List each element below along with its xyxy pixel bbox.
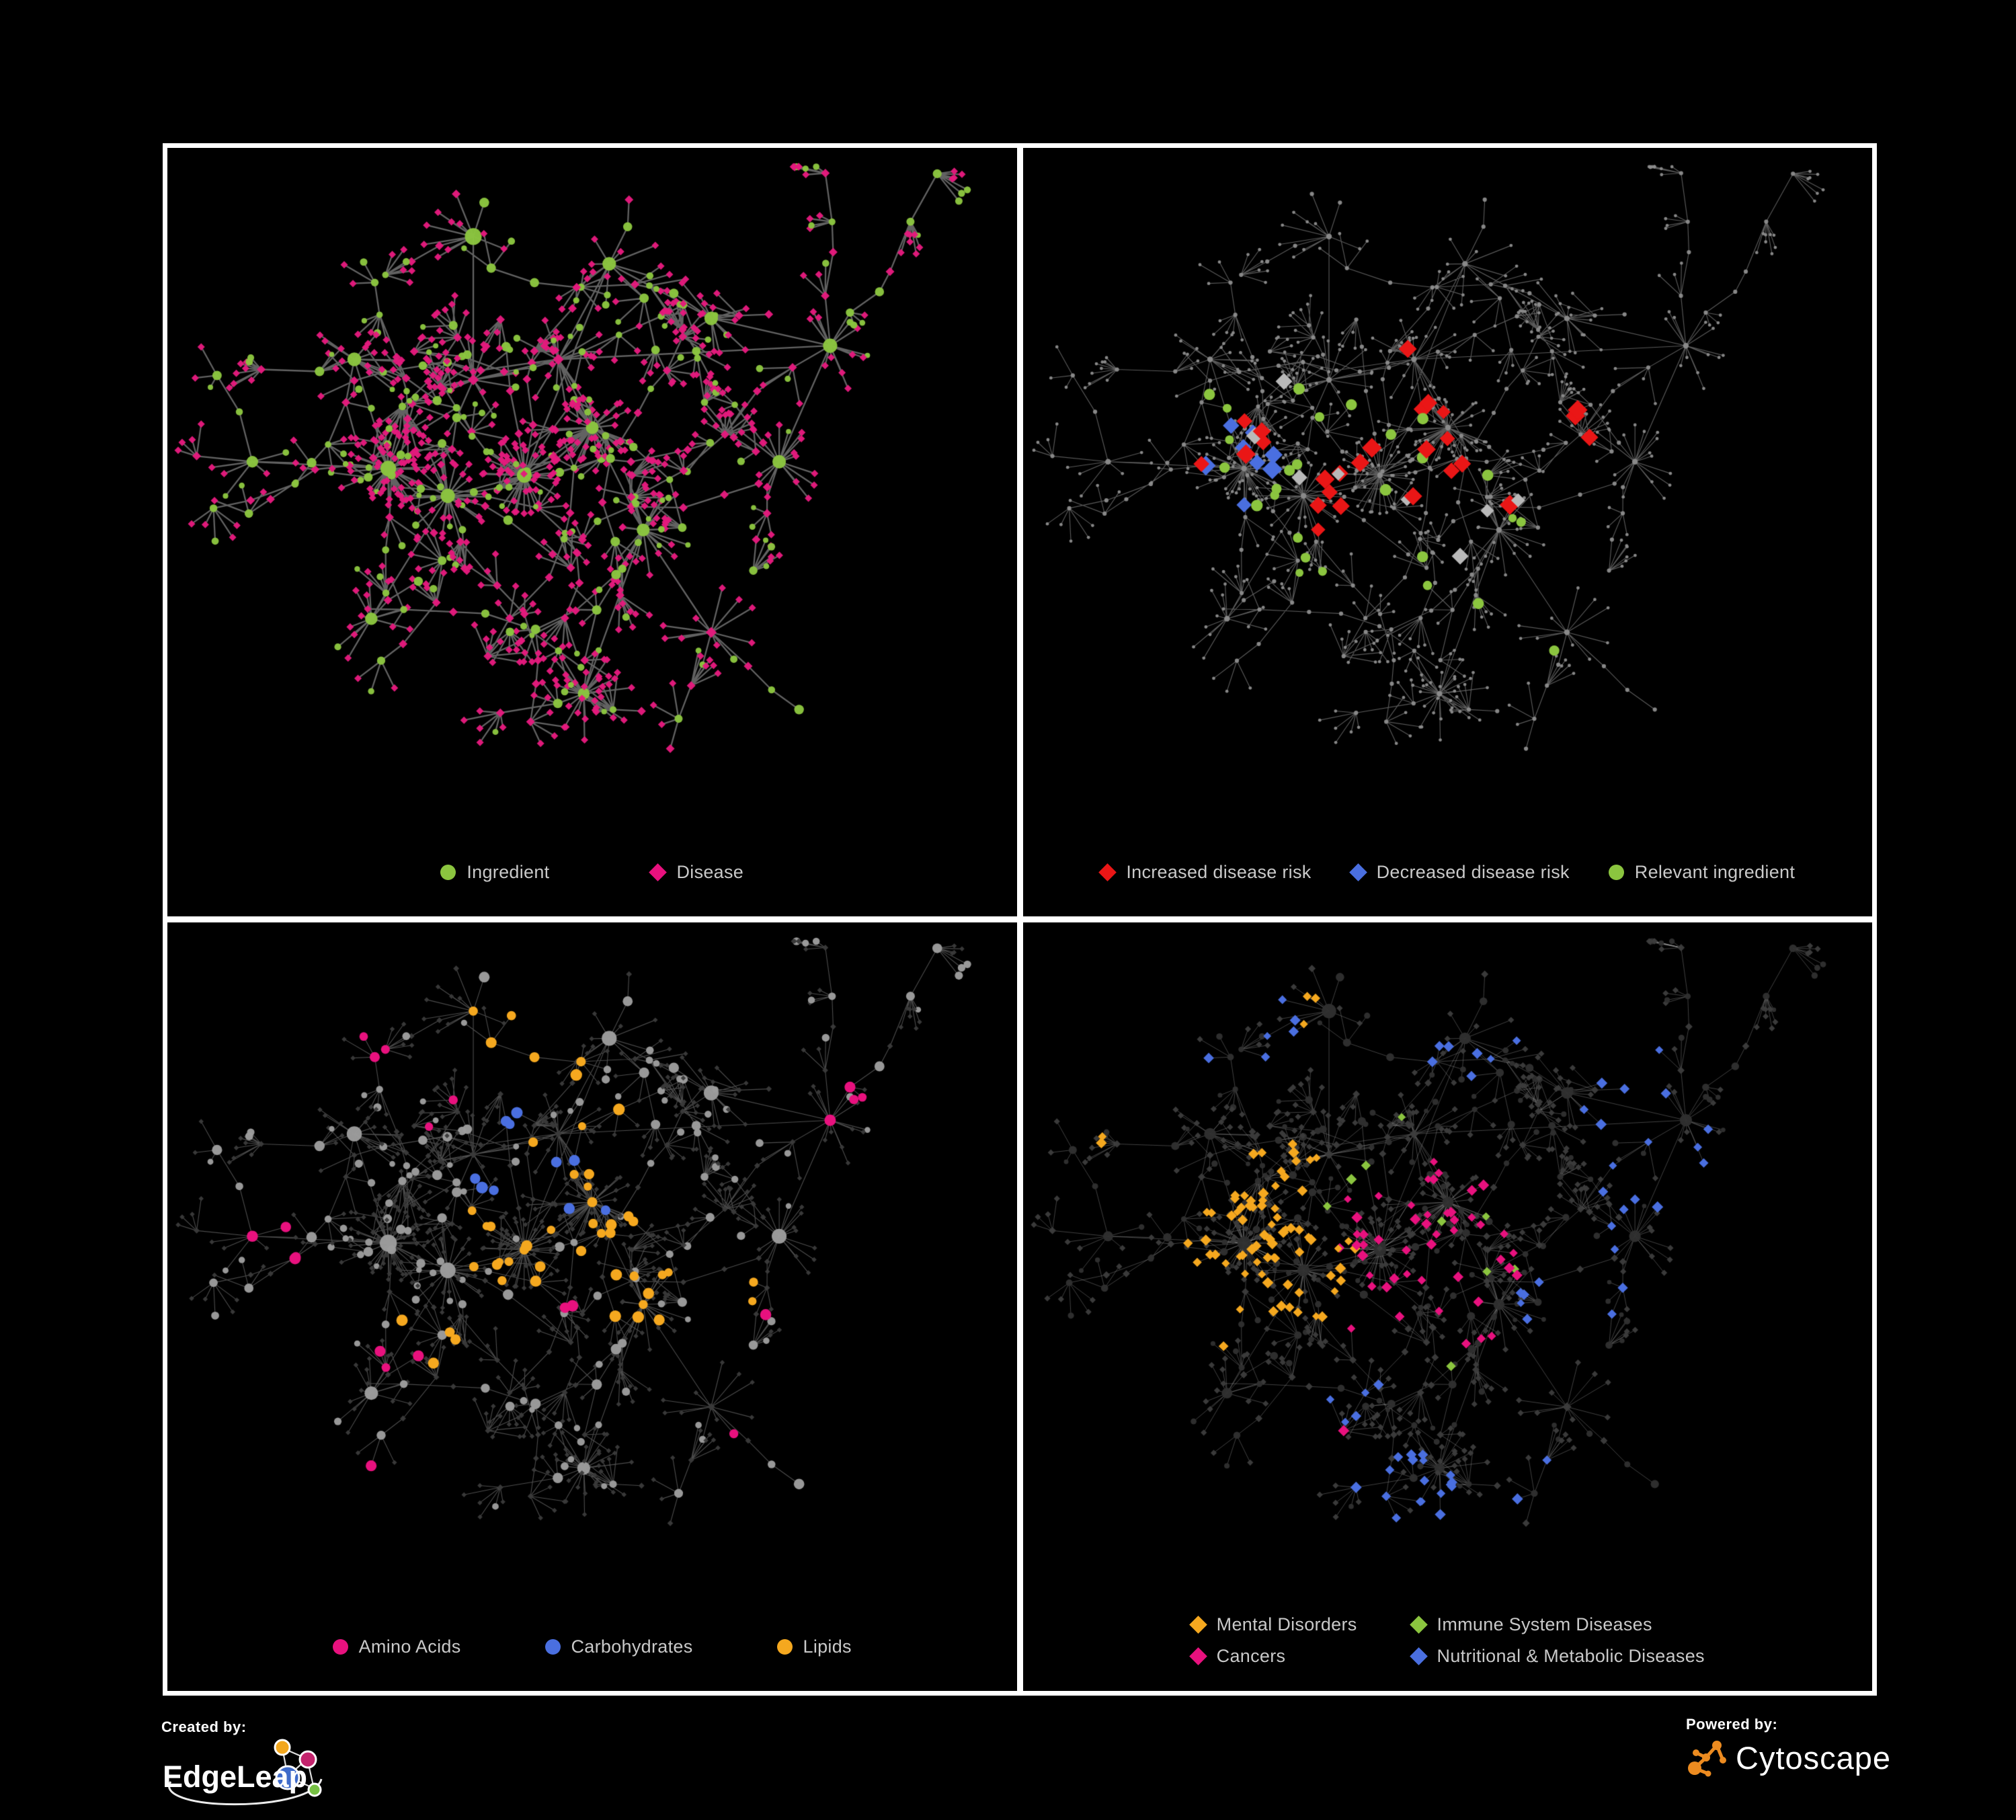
legend-item-lipids: Lipids	[776, 1636, 852, 1657]
legend-item-increased-risk: Increased disease risk	[1098, 862, 1312, 883]
edgeleap-logo: EdgeLeap	[163, 1739, 323, 1806]
amino-acids-marker-icon	[332, 1639, 348, 1655]
legend-nutrient-classes: Amino Acids Carbohydrates Lipids	[167, 1636, 1017, 1657]
panel-disease-risk: Increased disease risk Decreased disease…	[1022, 148, 1873, 916]
network-panels-grid: Ingredient Disease Increased disease ris…	[163, 143, 1877, 1696]
edgeleap-green-node-icon	[307, 1782, 322, 1797]
legend-item-amino-acids: Amino Acids	[332, 1636, 461, 1657]
created-by-credit: Created by: EdgeLeap	[161, 1718, 343, 1815]
decreased-risk-marker-icon	[1348, 863, 1367, 881]
legend-label: Nutritional & Metabolic Diseases	[1437, 1646, 1705, 1666]
nutrient-classes-network-canvas	[167, 922, 1017, 1691]
ingredient-disease-network-canvas	[167, 148, 1017, 916]
ingredient-marker-icon	[440, 865, 456, 880]
legend-item-ingredient: Ingredient	[440, 862, 549, 883]
cytoscape-logo-icon	[1688, 1741, 1726, 1777]
legend-label: Carbohydrates	[571, 1636, 693, 1657]
carbohydrates-marker-icon	[545, 1639, 561, 1655]
legend-label: Cancers	[1216, 1646, 1286, 1666]
panel-disease-categories: Mental Disorders Immune System Diseases …	[1022, 922, 1873, 1691]
legend-label: Immune System Diseases	[1437, 1614, 1652, 1634]
edgeleap-orange-node-icon	[274, 1739, 291, 1756]
legend-item-immune-system-diseases: Immune System Diseases	[1409, 1614, 1705, 1635]
legend-item-carbohydrates: Carbohydrates	[545, 1636, 693, 1657]
cancers-marker-icon	[1188, 1647, 1207, 1665]
edgeleap-magenta-node-icon	[298, 1750, 317, 1769]
legend-label: Decreased disease risk	[1376, 862, 1570, 882]
edgeleap-wordmark: EdgeLeap	[163, 1759, 307, 1794]
mental-disorders-marker-icon	[1188, 1616, 1207, 1634]
created-by-label: Created by:	[161, 1718, 247, 1735]
legend-label: Ingredient	[467, 862, 550, 882]
powered-by-label: Powered by:	[1686, 1716, 1778, 1733]
legend-label: Increased disease risk	[1126, 862, 1312, 882]
legend-label: Amino Acids	[358, 1636, 461, 1657]
powered-by-credit: Powered by: Cytoscape	[1686, 1716, 1891, 1779]
disease-risk-network-canvas	[1022, 148, 1872, 916]
panel-nutrient-classes: Amino Acids Carbohydrates Lipids	[167, 922, 1017, 1691]
nutritional-metabolic-diseases-marker-icon	[1409, 1647, 1428, 1665]
legend-label: Disease	[676, 862, 744, 882]
legend-label: Mental Disorders	[1216, 1614, 1357, 1634]
legend-item-nutritional-metabolic-diseases: Nutritional & Metabolic Diseases	[1409, 1646, 1705, 1667]
legend-disease-categories: Mental Disorders Immune System Diseases …	[1023, 1614, 1873, 1667]
disease-categories-network-canvas	[1022, 922, 1872, 1691]
legend-label: Relevant ingredient	[1634, 862, 1796, 882]
legend-disease-risk: Increased disease risk Decreased disease…	[1023, 862, 1873, 883]
legend-ingredient-disease: Ingredient Disease	[167, 862, 1017, 883]
immune-system-diseases-marker-icon	[1409, 1616, 1428, 1634]
edgeleap-blue-node-icon	[275, 1765, 300, 1790]
cytoscape-wordmark: Cytoscape	[1736, 1739, 1892, 1776]
legend-item-cancers: Cancers	[1188, 1646, 1357, 1667]
relevant-ingredient-marker-icon	[1608, 865, 1624, 880]
lipids-marker-icon	[776, 1639, 793, 1655]
legend-item-disease: Disease	[649, 862, 744, 883]
legend-item-mental-disorders: Mental Disorders	[1188, 1614, 1357, 1635]
increased-risk-marker-icon	[1098, 863, 1117, 881]
panel-ingredient-disease: Ingredient Disease	[167, 148, 1017, 916]
legend-item-relevant-ingredient: Relevant ingredient	[1608, 862, 1796, 883]
legend-label: Lipids	[803, 1636, 852, 1657]
disease-marker-icon	[649, 863, 668, 881]
legend-item-decreased-risk: Decreased disease risk	[1348, 862, 1570, 883]
